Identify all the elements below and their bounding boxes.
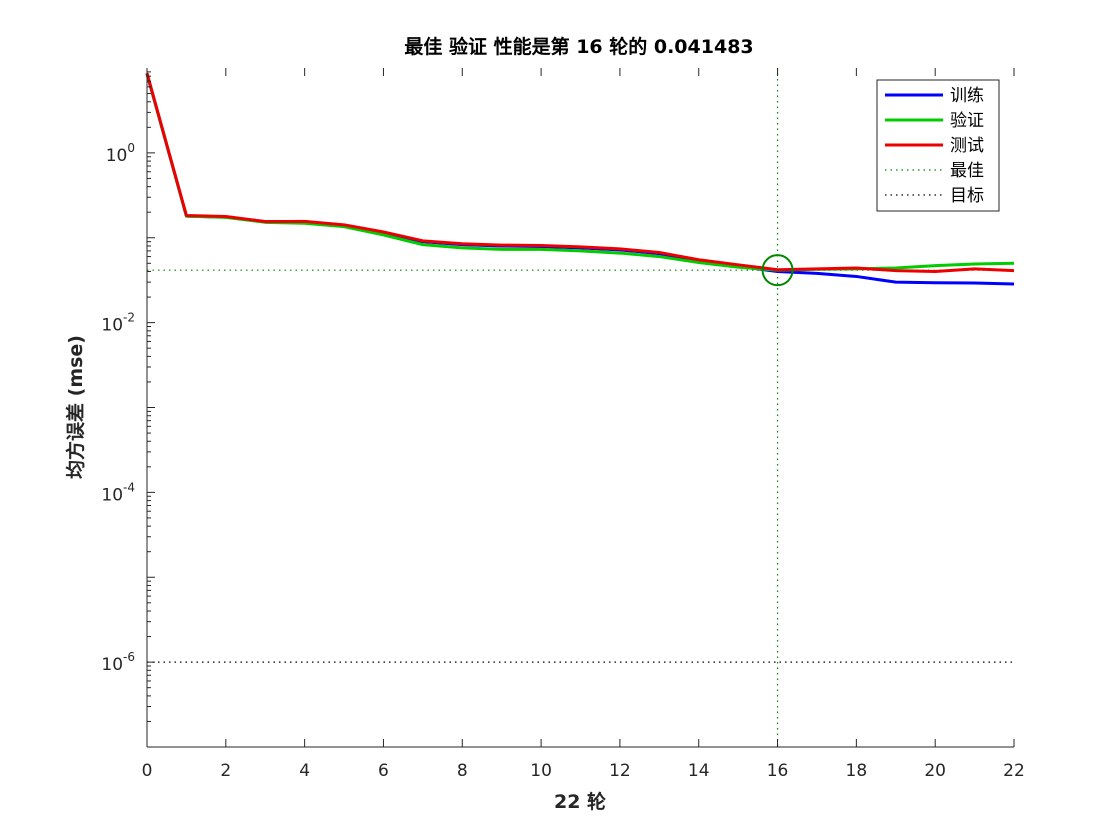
plot-area [147,68,1014,747]
series-line [145,72,1015,274]
legend-label: 验证 [950,111,984,131]
x-tick-label: 6 [378,761,389,781]
y-tick-label: 100 [106,141,135,166]
legend-label: 测试 [950,136,984,156]
x-tick-label: 0 [142,761,153,781]
y-ticks: 100 10-2 10-4 10-6 [101,71,155,748]
x-tick-label: 12 [609,761,631,781]
legend-label: 训练 [950,86,984,106]
y-tick-label: 10-2 [101,311,135,336]
legend-label: 最佳 [950,161,984,181]
x-tick-label: 8 [457,761,468,781]
x-tick-label: 18 [846,761,868,781]
y-tick-label: 10-4 [101,480,135,505]
series-layer [145,72,1015,287]
best-marker-layer [147,68,1014,747]
y-axis-label: 均方误差 (mse) [64,335,87,479]
x-tick-label: 16 [767,761,789,781]
x-tick-label: 10 [530,761,552,781]
chart-title: 最佳 验证 性能是第 16 轮的 0.041483 [404,35,753,58]
y-tick-label: 10-6 [101,650,135,675]
best-point-circle [761,254,794,287]
x-tick-label: 22 [1003,761,1025,781]
x-axis-label: 22 轮 [554,790,606,813]
x-tick-label: 2 [220,761,231,781]
legend-label: 目标 [950,186,984,206]
x-tick-label: 14 [688,761,710,781]
x-ticks: 0 2 4 6 8 10 12 14 16 18 20 22 [142,68,1025,781]
x-tick-label: 4 [299,761,310,781]
x-tick-label: 20 [924,761,946,781]
